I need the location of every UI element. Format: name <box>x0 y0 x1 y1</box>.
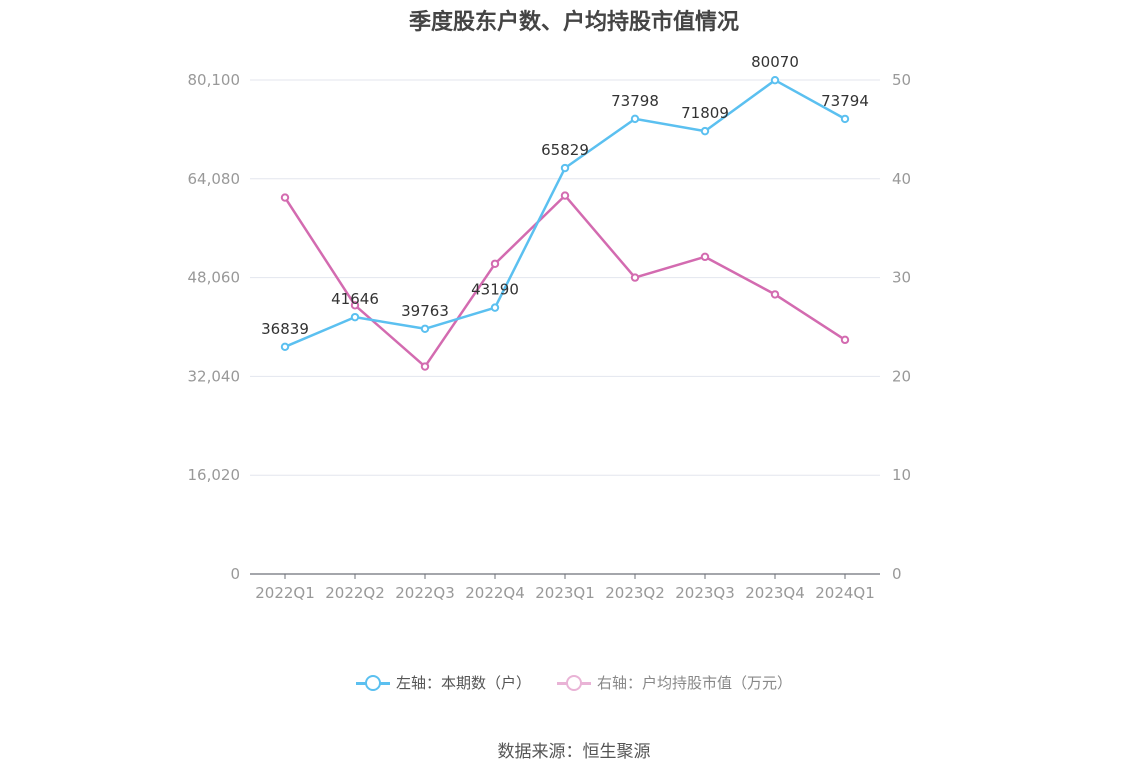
left-axis-tick-label: 32,040 <box>188 367 241 385</box>
x-axis-tick-label: 2023Q2 <box>605 584 665 602</box>
data-point <box>350 301 360 310</box>
right-axis-tick-label: 30 <box>892 269 911 287</box>
data-label: 65829 <box>541 141 589 159</box>
right-axis-tick-label: 20 <box>892 367 911 385</box>
legend-swatch-blue <box>355 674 390 692</box>
left-axis-tick-label: 64,080 <box>188 170 241 188</box>
right-axis-tick-label: 0 <box>892 565 902 583</box>
data-point <box>420 362 430 371</box>
data-point <box>560 163 570 173</box>
data-point <box>630 273 640 282</box>
data-label: 41646 <box>331 290 379 308</box>
data-point <box>840 114 850 124</box>
x-axis-tick-label: 2023Q1 <box>535 584 595 602</box>
data-label: 39763 <box>401 302 449 320</box>
data-point <box>770 290 780 299</box>
left-axis-tick-label: 80,100 <box>188 71 241 89</box>
data-label: 43190 <box>471 281 519 299</box>
data-point <box>350 312 360 322</box>
legend: 左轴：本期数（户） 右轴：户均持股市值（万元） <box>0 672 1148 693</box>
right-axis-tick-label: 50 <box>892 71 911 89</box>
x-axis-tick-label: 2023Q3 <box>675 584 735 602</box>
data-point <box>420 324 430 333</box>
data-point <box>700 126 710 136</box>
data-point <box>280 193 290 202</box>
left-axis-tick-label: 48,060 <box>188 269 241 287</box>
legend-item-right-series[interactable]: 右轴：户均持股市值（万元） <box>557 672 792 693</box>
data-label: 71809 <box>681 104 729 122</box>
x-axis-tick-label: 2022Q4 <box>465 584 525 602</box>
data-point <box>840 335 850 345</box>
grid-lines <box>250 79 880 476</box>
data-source-note: 数据来源：恒生聚源 <box>497 742 651 762</box>
data-labels: 36839 41646 39763 43190 65829 73798 71809 80070… <box>261 53 869 338</box>
left-axis-tick-label: 16,020 <box>188 466 241 484</box>
data-point <box>630 114 640 124</box>
series-lines <box>280 75 850 371</box>
legend-item-left-series[interactable]: 左轴：本期数（户） <box>355 672 531 693</box>
x-axis-tick-label: 2022Q2 <box>325 584 385 602</box>
data-label: 80070 <box>751 53 799 71</box>
data-label: 73794 <box>821 92 869 110</box>
x-axis-tick-label: 2024Q1 <box>815 584 875 602</box>
x-axis-tick-label: 2023Q4 <box>745 584 805 602</box>
data-point <box>490 303 500 312</box>
x-axis-tick-label: 2022Q1 <box>255 584 315 602</box>
series-line-avg-market-value <box>283 194 846 368</box>
left-axis-tick-label: 0 <box>230 565 240 583</box>
data-point <box>770 75 780 85</box>
legend-swatch-pink <box>557 674 591 692</box>
data-point <box>280 342 290 352</box>
data-point <box>560 191 570 200</box>
data-point <box>490 259 500 268</box>
axes: 0 16,020 32,040 48,060 64,080 80,100 0 10 20 30 40… <box>188 71 912 602</box>
right-axis-tick-label: 10 <box>892 466 911 484</box>
right-axis-tick-label: 40 <box>892 170 911 188</box>
data-label: 73798 <box>611 92 659 110</box>
data-label: 36839 <box>261 320 309 338</box>
x-axis-tick-label: 2022Q3 <box>395 584 455 602</box>
legend-label-right-series: 右轴：户均持股市值（万元） <box>597 674 793 692</box>
chart-title: 季度股东户数、户均持股市值情况 <box>408 10 739 35</box>
legend-label-left-series: 左轴：本期数（户） <box>395 674 531 692</box>
data-point <box>700 252 710 262</box>
